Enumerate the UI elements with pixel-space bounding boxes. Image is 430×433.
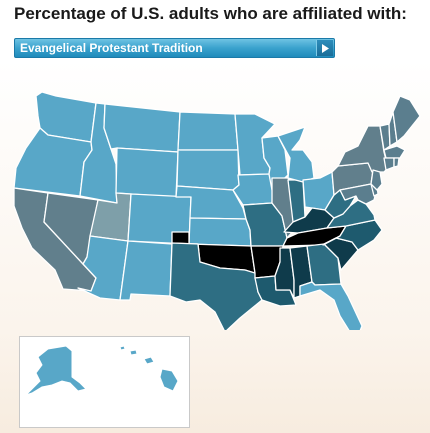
state-mi[interactable] [277, 126, 315, 183]
state-ri[interactable] [393, 157, 400, 168]
state-ks[interactable] [188, 217, 252, 247]
dropdown-arrow-button[interactable] [316, 40, 333, 56]
triangle-right-icon [322, 44, 329, 53]
state-hi-3[interactable] [143, 356, 155, 365]
state-ak[interactable] [25, 345, 87, 396]
state-mt[interactable] [103, 103, 181, 153]
inset-map [25, 345, 179, 396]
state-nj[interactable] [370, 169, 383, 191]
state-ma[interactable] [383, 145, 406, 159]
religion-select-value: Evangelical Protestant Tradition [20, 41, 203, 55]
state-hi-1[interactable] [119, 345, 126, 351]
state-nm[interactable] [119, 240, 173, 301]
state-me[interactable] [392, 95, 421, 143]
page-title: Percentage of U.S. adults who are affili… [14, 4, 407, 23]
state-sd[interactable] [176, 149, 240, 191]
alaska-hawaii-inset [19, 336, 190, 428]
state-fl[interactable] [299, 281, 363, 330]
religion-select[interactable]: Evangelical Protestant Tradition [14, 38, 335, 58]
state-ct[interactable] [383, 157, 395, 171]
state-hi-4[interactable] [159, 368, 179, 392]
state-nd[interactable] [177, 111, 239, 151]
state-wy[interactable] [115, 147, 179, 198]
state-hi-2[interactable] [129, 349, 138, 356]
us-map [13, 91, 421, 330]
state-nc[interactable] [322, 219, 383, 251]
